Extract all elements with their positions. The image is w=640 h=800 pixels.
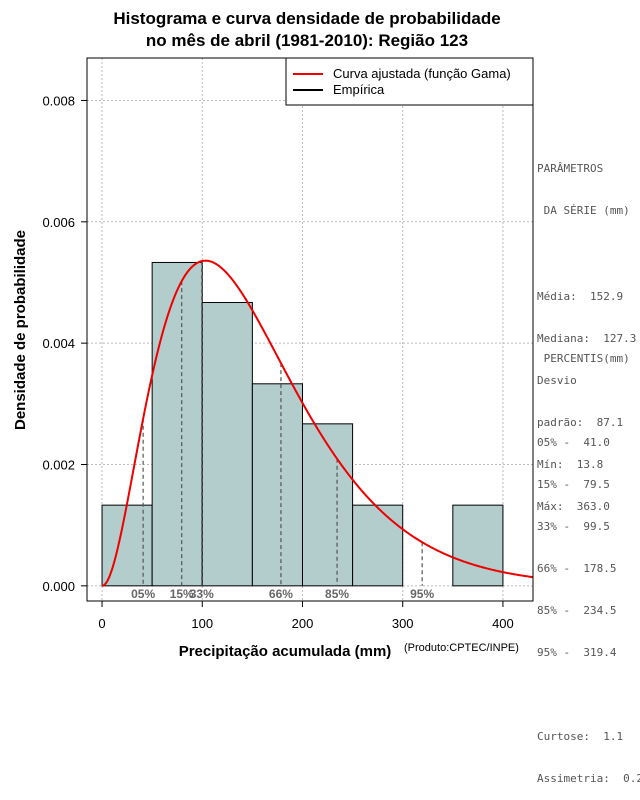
legend-box <box>285 57 534 106</box>
percentil-95: 95% - 319.4 <box>537 646 617 659</box>
legend: Curva ajustada (função Gama) Empírica <box>285 57 534 106</box>
y-tick-label: 0.002 <box>42 457 75 472</box>
stat-assimetria: Assimetria: 0.2 <box>537 772 640 785</box>
x-tick-label: 300 <box>392 616 414 631</box>
y-tick-label: 0.004 <box>42 336 75 351</box>
parameters-subheader: DA SÉRIE (mm) <box>537 204 630 217</box>
histogram-bar <box>452 504 504 587</box>
percentis-header: PERCENTIS(mm) <box>537 352 630 365</box>
percentil-85: 85% - 234.5 <box>537 604 617 617</box>
histogram-bar <box>151 261 203 587</box>
histogram-bar <box>301 423 354 587</box>
param-mediana: Mediana: 127.3 <box>537 332 637 345</box>
credit-text: (Produto:CPTEC/INPE) <box>404 642 519 654</box>
x-tick-label: 400 <box>492 616 514 631</box>
chart-title-line2: no mês de abril (1981-2010): Região 123 <box>146 31 468 50</box>
parameters-header: PARÂMETROS <box>537 162 604 175</box>
histogram-bar <box>352 504 404 587</box>
param-padrao: padrão: 87.1 <box>537 416 624 429</box>
percentis-panel: PERCENTIS(mm) 05% - 41.0 15% - 79.5 33% … <box>537 324 640 800</box>
x-axis-label: Precipitação acumulada (mm) <box>179 643 392 660</box>
x-tick-label: 200 <box>292 616 314 631</box>
percentil-33: 33% - 99.5 <box>537 520 610 533</box>
percentile-label-1: 15% <box>170 587 194 601</box>
percentil-05: 05% - 41.0 <box>537 436 610 449</box>
x-tick-label: 100 <box>191 616 213 631</box>
stat-curtose: Curtose: 1.1 <box>537 730 624 743</box>
x-tick-label: 0 <box>98 616 105 631</box>
y-tick-label: 0.000 <box>42 579 75 594</box>
percentil-15: 15% - 79.5 <box>537 478 610 491</box>
percentile-markers: 05% 15%33% 66% 85% 95% <box>131 261 434 601</box>
histogram-chart: Histograma e curva densidade de probabil… <box>12 9 534 660</box>
legend-fitted-label: Curva ajustada (função Gama) <box>333 66 511 81</box>
percentile-label-4: 85% <box>325 587 349 601</box>
gamma-density-curve <box>101 259 534 587</box>
percentile-label-2: 33% <box>190 587 214 601</box>
y-tick-label: 0.006 <box>42 215 75 230</box>
param-min: Mín: 13.8 <box>537 458 604 471</box>
histogram-bars <box>101 261 504 587</box>
param-max: Máx: 363.0 <box>537 500 610 513</box>
percentile-label-0: 05% <box>131 587 155 601</box>
param-desvio: Desvio <box>537 374 577 387</box>
chart-title-line1: Histograma e curva densidade de probabil… <box>113 9 500 28</box>
y-tick-label: 0.008 <box>42 93 75 108</box>
legend-empirical-label: Empírica <box>333 82 385 97</box>
histogram-bar <box>201 302 253 587</box>
y-axis-label: Densidade de probabilidade <box>12 230 29 430</box>
histogram-bar <box>251 383 303 587</box>
percentile-label-5: 95% <box>410 587 434 601</box>
parameters-panel: PARÂMETROS DA SÉRIE (mm) Média: 152.9 Me… <box>537 134 636 528</box>
percentil-66: 66% - 178.5 <box>537 562 617 575</box>
param-media: Média: 152.9 <box>537 290 624 303</box>
percentile-label-3: 66% <box>269 587 293 601</box>
